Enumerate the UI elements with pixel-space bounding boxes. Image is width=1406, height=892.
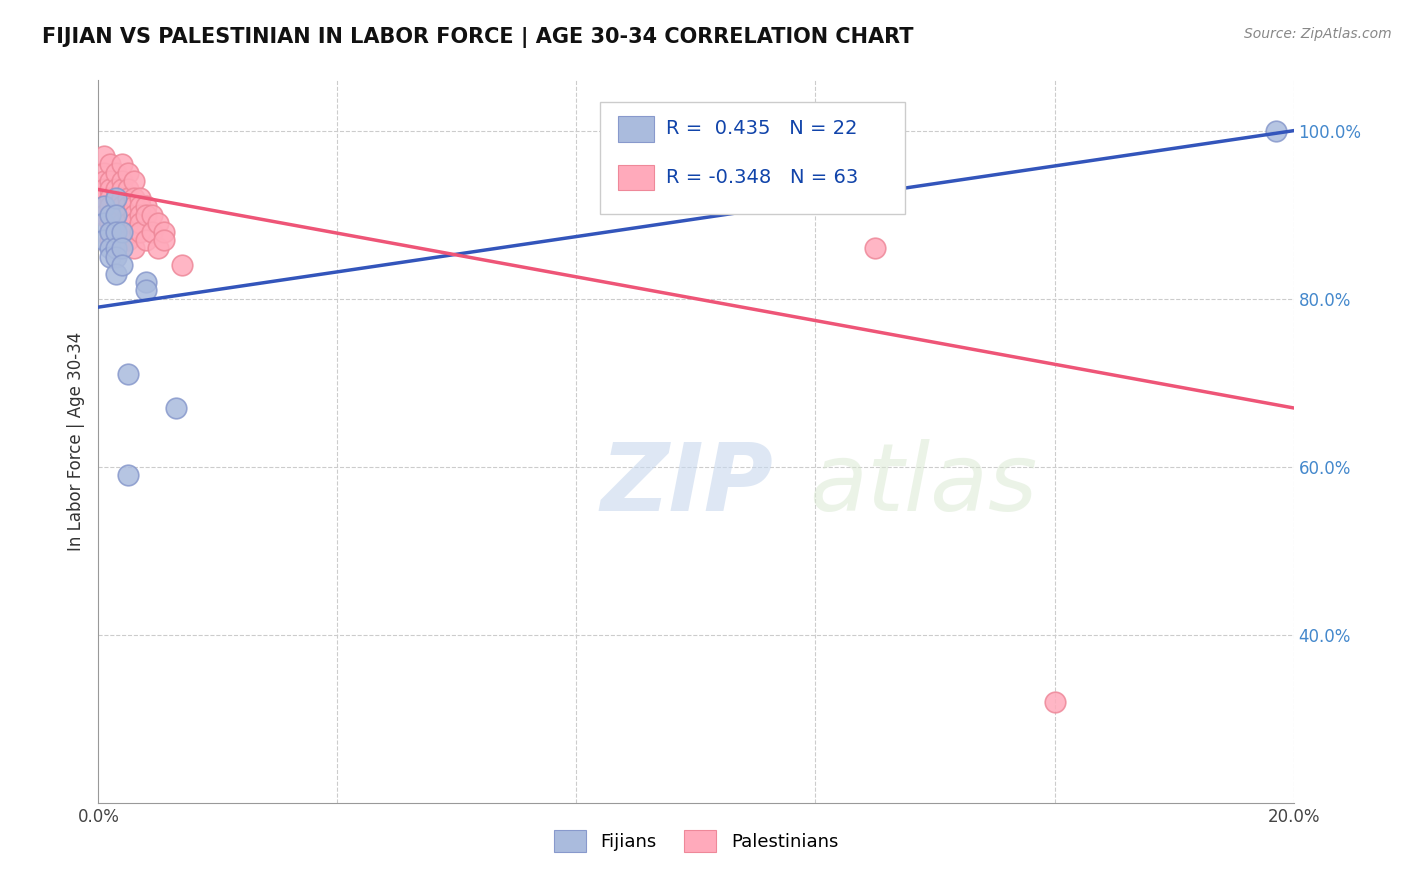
Point: [135, 208, 157, 222]
Point: [153, 225, 176, 239]
Bar: [619, 116, 654, 142]
Point: [117, 166, 139, 180]
Point: [865, 241, 887, 255]
Point: [129, 225, 152, 239]
Point: [93, 149, 115, 163]
Point: [148, 216, 170, 230]
Point: [135, 275, 157, 289]
Point: [153, 233, 176, 247]
Point: [117, 208, 139, 222]
Text: atlas: atlas: [810, 440, 1038, 531]
Point: [98, 250, 122, 264]
Point: [105, 166, 128, 180]
Point: [124, 208, 146, 222]
Point: [105, 191, 128, 205]
Point: [135, 283, 157, 297]
Point: [129, 216, 152, 230]
Bar: [619, 165, 654, 190]
Text: R =  0.435   N = 22: R = 0.435 N = 22: [666, 120, 858, 138]
FancyBboxPatch shape: [600, 102, 905, 214]
Point: [105, 267, 128, 281]
Point: [117, 199, 139, 213]
Point: [1043, 695, 1066, 709]
Point: [148, 241, 170, 255]
Point: [111, 233, 134, 247]
Y-axis label: In Labor Force | Age 30-34: In Labor Force | Age 30-34: [66, 332, 84, 551]
Point: [105, 250, 128, 264]
Point: [117, 216, 139, 230]
Point: [129, 199, 152, 213]
Point: [98, 225, 122, 239]
Point: [93, 174, 115, 188]
Point: [141, 208, 163, 222]
Legend: Fijians, Palestinians: Fijians, Palestinians: [547, 822, 845, 859]
Point: [93, 182, 115, 196]
Point: [105, 199, 128, 213]
Point: [98, 182, 122, 196]
Point: [124, 191, 146, 205]
Point: [117, 368, 139, 382]
Point: [129, 191, 152, 205]
Point: [111, 258, 134, 272]
Point: [1264, 124, 1286, 138]
Point: [98, 241, 122, 255]
Point: [98, 174, 122, 188]
Point: [111, 225, 134, 239]
Point: [135, 199, 157, 213]
Point: [93, 233, 115, 247]
Point: [117, 233, 139, 247]
Point: [124, 174, 146, 188]
Text: FIJIAN VS PALESTINIAN IN LABOR FORCE | AGE 30-34 CORRELATION CHART: FIJIAN VS PALESTINIAN IN LABOR FORCE | A…: [42, 27, 914, 48]
Point: [111, 157, 134, 171]
Point: [111, 182, 134, 196]
Point: [105, 233, 128, 247]
Point: [141, 225, 163, 239]
Text: R = -0.348   N = 63: R = -0.348 N = 63: [666, 168, 858, 186]
Point: [117, 191, 139, 205]
Point: [111, 216, 134, 230]
Point: [165, 401, 187, 415]
Point: [111, 225, 134, 239]
Point: [117, 182, 139, 196]
Point: [105, 216, 128, 230]
Point: [98, 233, 122, 247]
Point: [111, 199, 134, 213]
Point: [105, 191, 128, 205]
Point: [124, 216, 146, 230]
Point: [172, 258, 194, 272]
Point: [105, 241, 128, 255]
Point: [124, 241, 146, 255]
Point: [105, 182, 128, 196]
Point: [93, 199, 115, 213]
Point: [98, 216, 122, 230]
Point: [98, 199, 122, 213]
Point: [124, 225, 146, 239]
Text: ZIP: ZIP: [600, 439, 773, 531]
Point: [135, 233, 157, 247]
Point: [124, 199, 146, 213]
Point: [105, 208, 128, 222]
Point: [105, 208, 128, 222]
Point: [93, 199, 115, 213]
Point: [111, 191, 134, 205]
Point: [93, 166, 115, 180]
Point: [111, 174, 134, 188]
Point: [111, 241, 134, 255]
Point: [117, 468, 139, 483]
Point: [98, 225, 122, 239]
Point: [98, 208, 122, 222]
Point: [93, 208, 115, 222]
Point: [98, 208, 122, 222]
Point: [93, 216, 115, 230]
Point: [93, 191, 115, 205]
Point: [98, 157, 122, 171]
Text: Source: ZipAtlas.com: Source: ZipAtlas.com: [1244, 27, 1392, 41]
Point: [105, 241, 128, 255]
Point: [98, 191, 122, 205]
Point: [129, 208, 152, 222]
Point: [105, 225, 128, 239]
